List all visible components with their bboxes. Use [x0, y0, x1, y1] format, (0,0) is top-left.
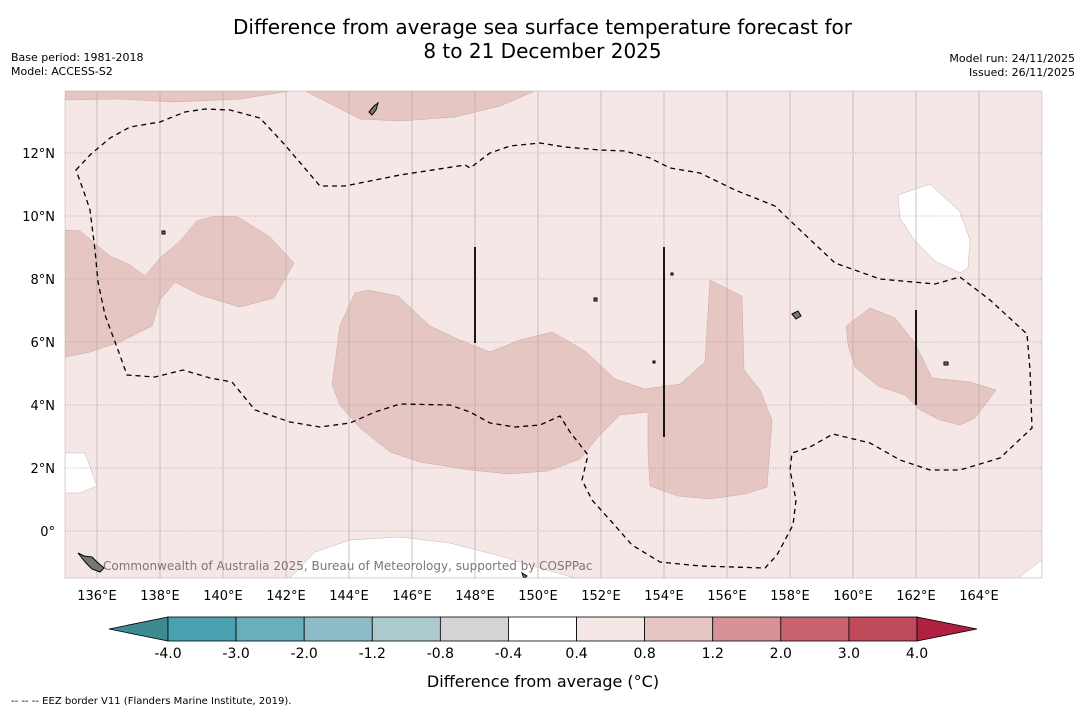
- island-east: [791, 310, 802, 320]
- neutral-patch-west: [65, 452, 98, 494]
- lat-label-10n: 10°N: [22, 210, 55, 225]
- colorbar: -4.0 -3.0 -2.0 -1.2 -0.8 -0.4 0.4 0.8 1.2 2.0 3.0 4…: [108, 616, 978, 691]
- neutral-patch-southeast: [1017, 559, 1042, 578]
- longitude-axis: 136°E 138°E 140°E 142°E 144°E 146°E 148°…: [77, 589, 999, 604]
- lat-label-4n: 4°N: [31, 399, 56, 414]
- colorbar-tick-label: 0.4: [565, 646, 587, 662]
- eez-footnote: -- -- -- EEZ border V11 (Flanders Marine…: [11, 696, 292, 707]
- lon-label-136e: 136°E: [77, 589, 117, 604]
- colorbar-tick-label: -3.0: [222, 646, 249, 662]
- lon-label-146e: 146°E: [392, 589, 432, 604]
- meta-left: Base period: 1981-2018 Model: ACCESS-S2: [11, 51, 143, 79]
- meridians: [96, 91, 980, 578]
- colorbar-tick-label: 2.0: [770, 646, 792, 662]
- colorbar-tick-label: -4.0: [154, 646, 181, 662]
- anomaly-patch-central: [331, 279, 773, 500]
- colorbar-ticks: -4.0 -3.0 -2.0 -1.2 -0.8 -0.4 0.4 0.8 1.2 2.0 3.0 4…: [154, 646, 928, 662]
- lat-label-2n: 2°N: [31, 462, 56, 477]
- island-south: [521, 571, 528, 578]
- colorbar-under-arrow: [108, 616, 169, 642]
- colorbar-segment: [439, 616, 509, 642]
- colorbar-tick-label: -2.0: [291, 646, 318, 662]
- anomaly-patch-east: [845, 307, 997, 426]
- lon-label-140e: 140°E: [203, 589, 243, 604]
- issued-date: Issued: 26/11/2025: [968, 66, 1075, 79]
- colorbar-segment: [780, 616, 850, 642]
- lon-label-160e: 160°E: [833, 589, 873, 604]
- anomaly-patch-north: [65, 91, 291, 103]
- lon-label-138e: 138°E: [140, 589, 180, 604]
- neutral-patch-south: [289, 536, 576, 578]
- model-run: Model run: 24/11/2025: [949, 52, 1075, 65]
- colorbar-segment: [235, 616, 305, 642]
- colorbar-tick-label: 0.8: [634, 646, 656, 662]
- lon-label-148e: 148°E: [455, 589, 495, 604]
- lon-label-154e: 154°E: [644, 589, 684, 604]
- eez-border: [75, 108, 1033, 569]
- lat-label-0: 0°: [40, 525, 55, 540]
- meta-right: Model run: 24/11/2025 Issued: 26/11/2025: [949, 52, 1075, 80]
- colorbar-segment: [303, 616, 373, 642]
- map-frame: [64, 90, 1043, 579]
- colorbar-tick-label: -0.8: [427, 646, 454, 662]
- colorbar-segment: [644, 616, 714, 642]
- latitude-axis: 12°N 10°N 8°N 6°N 4°N 2°N 0°: [22, 147, 55, 540]
- colorbar-segment: [508, 616, 577, 642]
- lon-label-144e: 144°E: [329, 589, 369, 604]
- graticule: [65, 152, 1042, 532]
- longitude-markers: [474, 247, 917, 437]
- map-title: Difference from average sea surface temp…: [0, 15, 1085, 63]
- title-line-2: 8 to 21 December 2025: [423, 39, 662, 63]
- lon-label-142e: 142°E: [266, 589, 306, 604]
- lon-label-162e: 162°E: [896, 589, 936, 604]
- colorbar-tick-label: 3.0: [838, 646, 860, 662]
- title-line-1: Difference from average sea surface temp…: [232, 15, 852, 39]
- lon-label-156e: 156°E: [707, 589, 747, 604]
- colorbar-segment: [576, 616, 646, 642]
- colorbar-tick-label: 1.2: [702, 646, 724, 662]
- colorbar-tick-label: 4.0: [906, 646, 928, 662]
- colorbar-segments: [167, 616, 918, 642]
- lat-label-6n: 6°N: [31, 336, 56, 351]
- colorbar-segment: [712, 616, 782, 642]
- island-southwest: [77, 552, 105, 573]
- lon-label-150e: 150°E: [518, 589, 558, 604]
- anomaly-patch-west: [65, 215, 295, 358]
- colorbar-tick-label: -1.2: [359, 646, 386, 662]
- model-name: Model: ACCESS-S2: [11, 65, 113, 78]
- islands: [77, 101, 949, 578]
- lon-label-158e: 158°E: [770, 589, 810, 604]
- colorbar-segment: [848, 616, 918, 642]
- colorbar-segment: [167, 616, 237, 642]
- anomaly-fill-layer: Commonwealth of Australia 2025, Bureau o…: [65, 91, 1042, 578]
- lat-label-12n: 12°N: [22, 147, 55, 162]
- colorbar-segment: [371, 616, 441, 642]
- anomaly-patch-north-2: [304, 91, 536, 122]
- island-north: [368, 101, 379, 116]
- colorbar-tick-label: -0.4: [495, 646, 522, 662]
- colorbar-label: Difference from average (°C): [427, 672, 659, 691]
- map-area: Commonwealth of Australia 2025, Bureau o…: [64, 90, 1043, 579]
- lat-label-8n: 8°N: [31, 273, 56, 288]
- lon-label-164e: 164°E: [959, 589, 999, 604]
- lon-label-152e: 152°E: [581, 589, 621, 604]
- colorbar-over-arrow: [916, 616, 978, 642]
- map-attribution: Commonwealth of Australia 2025, Bureau o…: [103, 559, 593, 573]
- base-period: Base period: 1981-2018: [11, 51, 144, 64]
